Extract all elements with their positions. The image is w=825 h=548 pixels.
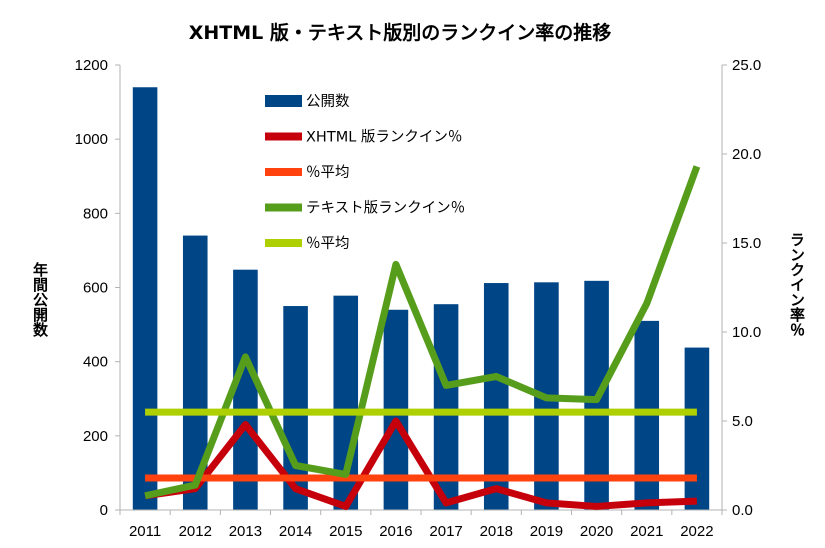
legend-swatch bbox=[265, 168, 302, 176]
x-tick-label: 2015 bbox=[329, 523, 362, 540]
x-tick-label: 2018 bbox=[480, 523, 513, 540]
x-tick-label: 2022 bbox=[680, 523, 713, 540]
legend-label: 公開数 bbox=[306, 93, 350, 110]
legend-label: XHTML 版ランクイン％ bbox=[306, 129, 462, 146]
left-tick-label: 200 bbox=[83, 428, 108, 445]
legend-label: ％平均 bbox=[306, 235, 350, 252]
x-tick-label: 2019 bbox=[530, 523, 563, 540]
x-tick-label: 2013 bbox=[229, 523, 262, 540]
left-tick-label: 400 bbox=[83, 354, 108, 371]
series-line-3 bbox=[144, 165, 701, 500]
legend-label: ％平均 bbox=[306, 164, 350, 181]
right-axis-title: ランクイン率％ bbox=[788, 232, 806, 337]
left-tick-label: 1000 bbox=[75, 131, 108, 148]
x-tick-label: 2016 bbox=[379, 523, 412, 540]
legend-swatch bbox=[265, 239, 302, 247]
legend-swatch bbox=[265, 132, 302, 141]
right-tick-label: 20.0 bbox=[732, 146, 761, 163]
right-tick-label: 15.0 bbox=[732, 235, 761, 252]
bar-2022 bbox=[684, 347, 710, 510]
chart-title: XHTML 版・テキスト版別のランクイン率の推移 bbox=[189, 21, 612, 44]
right-tick-label: 0.0 bbox=[732, 502, 753, 519]
x-tick-label: 2020 bbox=[580, 523, 613, 540]
left-tick-label: 800 bbox=[83, 205, 108, 222]
left-axis-title: 年間公開数 bbox=[31, 261, 49, 338]
right-tick-label: 5.0 bbox=[732, 413, 753, 430]
left-axis-ticks: 0 200 400 600 800 1000 1200 bbox=[75, 57, 120, 519]
left-tick-label: 1200 bbox=[75, 57, 108, 74]
x-tick-label: 2011 bbox=[129, 523, 161, 540]
legend-swatch bbox=[265, 95, 302, 107]
right-tick-label: 10.0 bbox=[732, 324, 761, 341]
bar-2011 bbox=[132, 87, 158, 510]
x-axis-ticks: 2011 2012 2013 2014 2015 2016 2017 2018 2019 2020… bbox=[119, 510, 723, 540]
right-tick-label: 25.0 bbox=[732, 57, 761, 74]
legend-swatch bbox=[265, 203, 302, 212]
series-line-1 bbox=[144, 417, 698, 510]
left-tick-label: 0 bbox=[100, 502, 108, 519]
bar-2018 bbox=[483, 283, 509, 510]
x-tick-label: 2014 bbox=[279, 523, 312, 540]
x-tick-label: 2017 bbox=[429, 523, 462, 540]
lines-layer bbox=[144, 165, 701, 510]
legend-label: テキスト版ランクイン％ bbox=[306, 200, 465, 217]
bars-layer bbox=[132, 87, 710, 511]
left-tick-label: 600 bbox=[83, 280, 108, 297]
x-tick-label: 2021 bbox=[630, 523, 663, 540]
right-axis-ticks: 0.0 5.0 10.0 15.0 20.0 25.0 bbox=[722, 57, 761, 519]
x-tick-label: 2012 bbox=[179, 523, 212, 540]
bar-2013 bbox=[233, 269, 258, 510]
